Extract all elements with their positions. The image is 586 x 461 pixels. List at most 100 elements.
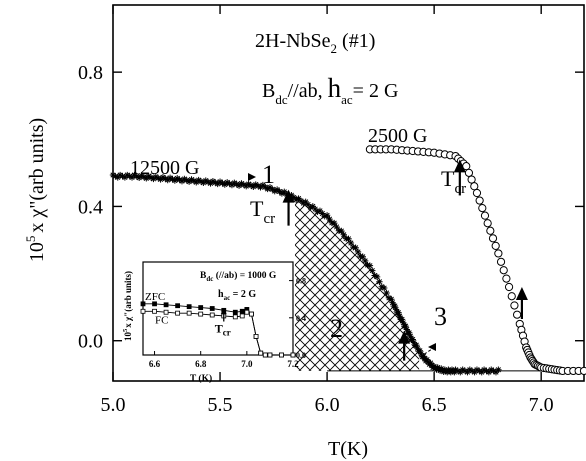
series-12500-point [254, 182, 262, 190]
region-label-2: 2 [330, 314, 343, 343]
series-2500-point [502, 274, 511, 283]
series-12500-point [174, 175, 181, 182]
series-12500-point [188, 176, 195, 183]
inset-x-tick-label: 6.6 [149, 359, 161, 369]
series-12500-point [392, 306, 400, 313]
series-12500-point [128, 174, 136, 181]
series-2500-point [512, 310, 522, 319]
series-12500-point [488, 366, 495, 373]
inset-fc-point [198, 311, 204, 317]
inset-frame [142, 261, 294, 356]
series-12500-point [143, 175, 150, 182]
series-12500-point [490, 367, 497, 375]
series-12500-point [440, 368, 447, 375]
series-12500-point [152, 173, 160, 180]
series-12500-point [369, 267, 376, 274]
series-12500-point [223, 179, 231, 186]
inset-x-tick-label: 7.0 [241, 359, 253, 369]
series-12500-point [340, 231, 347, 238]
series-12500-point [190, 177, 198, 185]
series-12500-point [427, 359, 434, 367]
series-12500-point [495, 366, 502, 373]
inset-fc-point [249, 311, 254, 317]
series-12500-point [364, 261, 371, 269]
label-12500-g: 12500 G [130, 157, 199, 179]
inset-tcr-arrow-head [220, 308, 227, 315]
series-12500-point [216, 178, 224, 185]
series-12500-point [361, 257, 369, 265]
series-12500-point [407, 333, 414, 340]
label-2500-g: 2500 G [368, 125, 427, 147]
series-12500-point [371, 272, 378, 279]
region-label-1: 1 [262, 160, 275, 189]
x-tick-label: 5.5 [208, 394, 233, 416]
series-12500-point [193, 179, 200, 186]
series-12500-point [354, 248, 362, 256]
inset-y-tick-label: 0.0 [296, 351, 306, 360]
x-tick-label: 5.0 [101, 394, 126, 416]
series-12500-point [347, 239, 355, 247]
series-12500-point [209, 177, 217, 185]
x-tick-label: 7.0 [529, 394, 554, 416]
series-12500-point [147, 174, 155, 181]
inset-y-axis-label: 105x χ"(arb units) [122, 271, 133, 341]
series-12500-point [126, 173, 133, 180]
series-12500-point [376, 278, 383, 285]
series-12500-point [271, 188, 278, 195]
series-12500-point [366, 262, 374, 269]
main-plot-frame [112, 4, 585, 382]
inset-zfc-point [175, 303, 181, 309]
series-12500-point [159, 174, 167, 181]
series-12500-point [447, 368, 454, 376]
dash-3 [419, 348, 433, 358]
series-12500-point [423, 356, 431, 363]
series-12500-point [352, 244, 359, 251]
series-12500-point [252, 181, 259, 188]
y-tick-label: 0.8 [78, 62, 103, 84]
series-12500-point [183, 177, 190, 184]
series-12500-point [452, 366, 459, 373]
series-2500-point [483, 219, 492, 228]
series-12500-point [240, 181, 248, 188]
inset-tcr-label: Tcr [215, 322, 231, 338]
series-12500-point [416, 347, 424, 354]
x-tick-label: 6.5 [422, 394, 447, 416]
series-12500-point [391, 302, 399, 310]
series-12500-point [116, 171, 124, 179]
series-12500-point [410, 339, 418, 346]
inset-fc-point [152, 308, 157, 314]
inset-fc-point [232, 314, 238, 320]
arrow-12500-tcr-head [282, 189, 295, 203]
series-12500-point [307, 204, 314, 211]
series-12500-point [297, 197, 305, 205]
series-12500-point [388, 296, 395, 303]
series-12500-point [204, 178, 212, 186]
series-12500-point [295, 195, 302, 202]
series-2500-point [486, 226, 495, 235]
series-2500-point [467, 175, 476, 184]
series-12500-point [235, 182, 243, 189]
y-tick-label: 0.4 [78, 196, 103, 218]
series-12500-point [231, 179, 238, 187]
inset-fc-point [163, 309, 169, 315]
series-2500-point [579, 366, 586, 376]
series-12500-point [345, 235, 352, 242]
series-12500-point [238, 180, 245, 187]
series-12500-point [464, 368, 471, 376]
inset-x-tick-label: 7.2 [287, 359, 299, 369]
pointer-1 [248, 173, 256, 181]
series-2500-point [504, 282, 514, 292]
series-12500-point [309, 203, 317, 210]
series-12500-point [164, 176, 171, 184]
series-12500-point [420, 353, 427, 360]
series-12500-point [243, 182, 250, 190]
inset-field-title: Bdc (//ab) = 1000 G [200, 270, 277, 283]
series-12500-point [226, 180, 233, 187]
series-2500-point [464, 168, 474, 177]
series-12500-point [228, 181, 236, 189]
series-12500-point [304, 201, 312, 208]
series-12500-point [413, 341, 420, 349]
series-12500-point [338, 227, 345, 235]
series-12500-point [178, 177, 186, 185]
inset-fc-point [267, 352, 273, 358]
